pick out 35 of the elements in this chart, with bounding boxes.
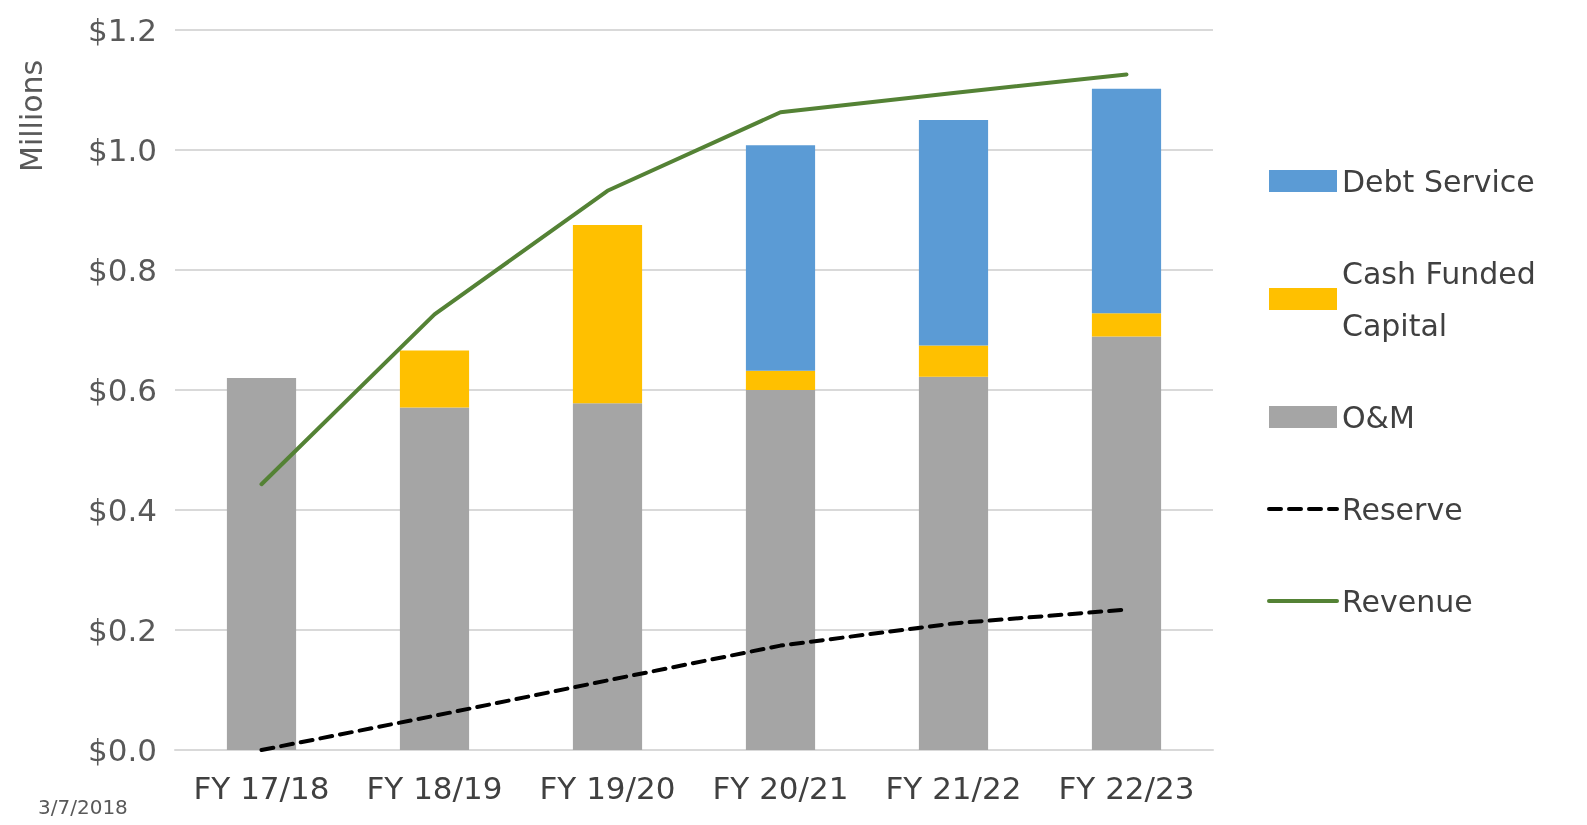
bar — [226, 378, 297, 750]
bar — [745, 390, 816, 750]
y-tick-label: $0.6 — [87, 372, 157, 408]
x-tick-label: FY 18/19 — [366, 769, 503, 806]
y-tick-label: $0.4 — [87, 492, 157, 528]
line-series — [259, 72, 1129, 487]
bar — [1091, 313, 1162, 337]
bar — [918, 376, 989, 750]
y-tick-label: $1.2 — [87, 12, 157, 48]
bar — [1091, 88, 1162, 314]
x-tick-label: FY 22/23 — [1058, 769, 1195, 806]
x-tick-label: FY 19/20 — [539, 769, 676, 806]
text: 3/7/2018 — [38, 795, 128, 819]
bar — [1091, 336, 1162, 750]
legend-label: Debt Service — [1342, 163, 1535, 199]
bar — [918, 345, 989, 377]
bar — [572, 225, 643, 404]
legend-label: Revenue — [1342, 583, 1473, 619]
bar — [572, 403, 643, 750]
bar — [745, 145, 816, 371]
y-tick-label: $0.8 — [87, 252, 157, 288]
bar — [918, 120, 989, 346]
x-tick-label: FY 20/21 — [712, 769, 849, 806]
y-tick-label: $0.2 — [87, 612, 157, 648]
y-tick-label: $1.0 — [87, 132, 157, 168]
x-tick-label: FY 17/18 — [193, 769, 330, 806]
bar — [399, 407, 470, 750]
legend-label: Cash Funded Capital — [1342, 255, 1546, 343]
x-tick-label: FY 21/22 — [885, 769, 1022, 806]
bar — [745, 370, 816, 390]
y-axis-title: Millions — [13, 59, 49, 172]
legend-label: O&M — [1342, 399, 1415, 435]
y-tick-label: $0.0 — [87, 732, 157, 768]
legend-label: Reserve — [1342, 491, 1463, 527]
bar — [399, 350, 470, 408]
